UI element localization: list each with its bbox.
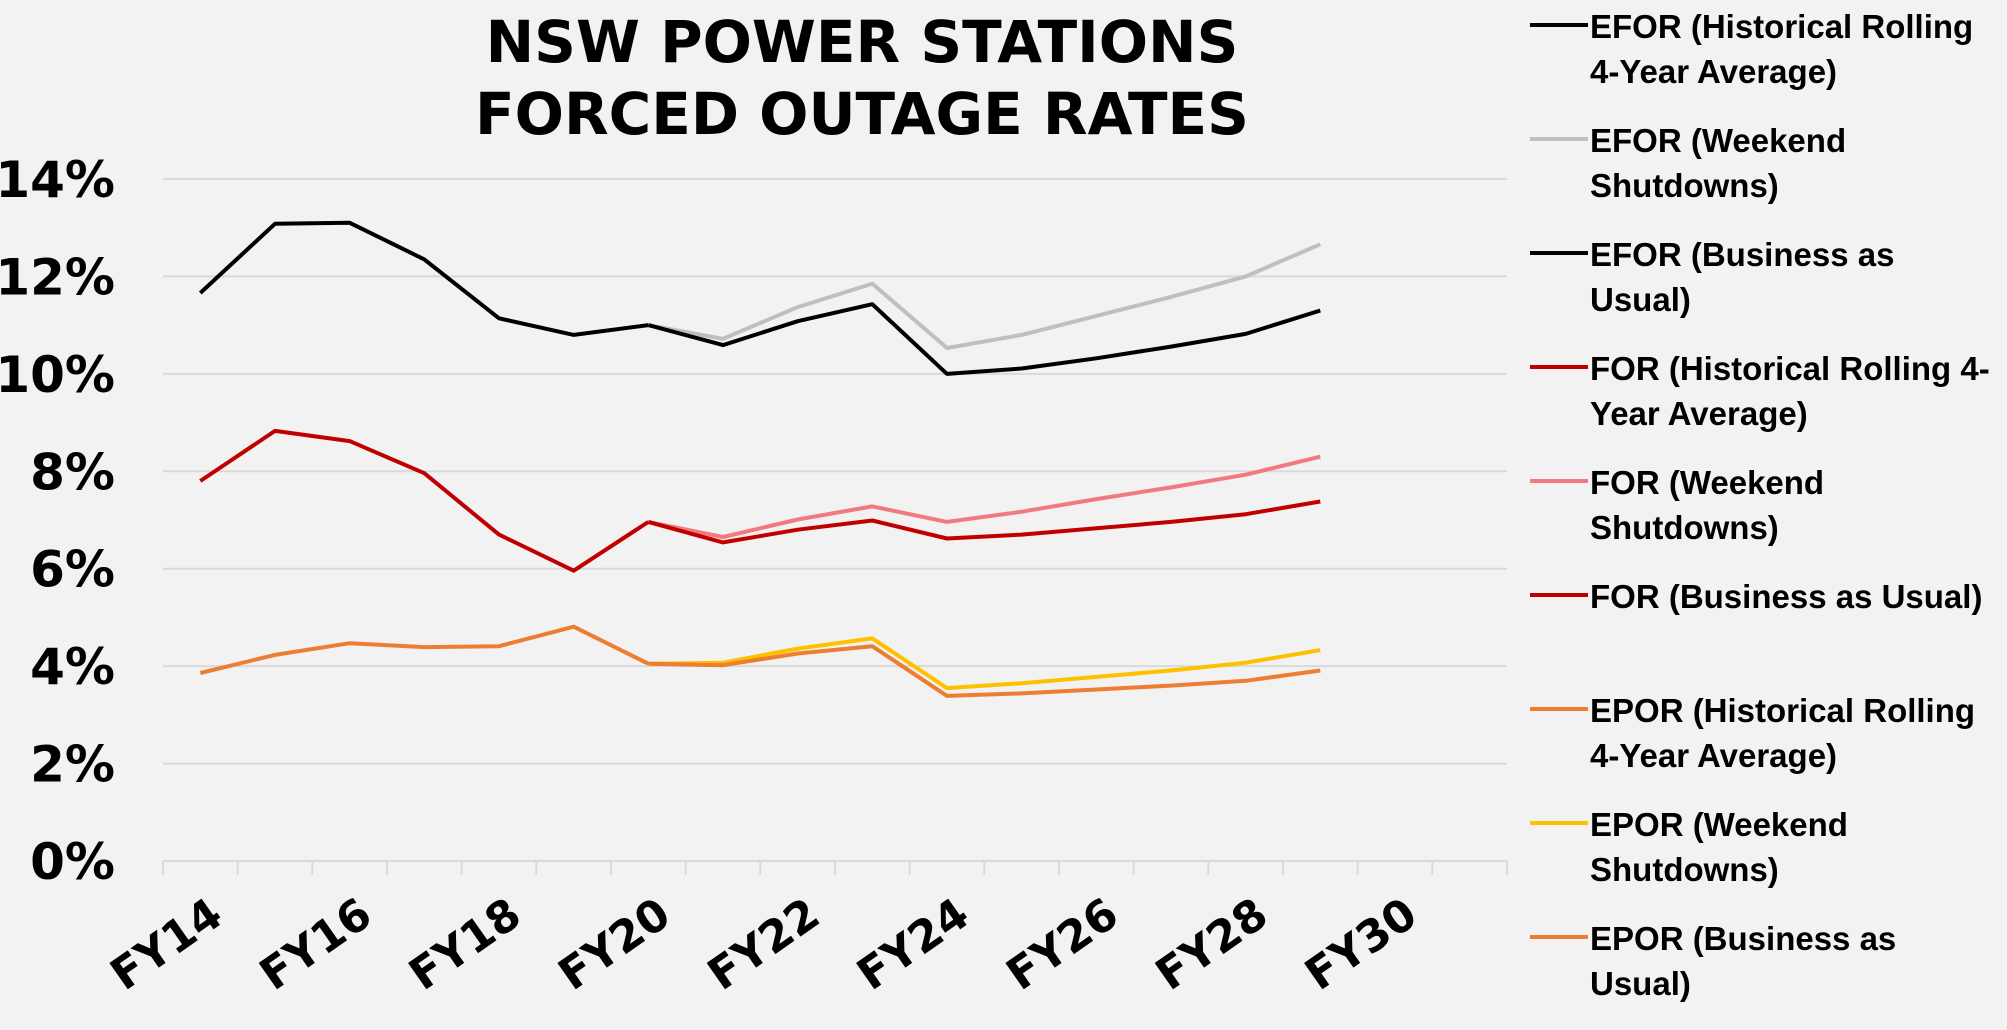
series-line	[198, 220, 649, 337]
legend-swatch	[1530, 707, 1588, 711]
legend-entry: EPOR (Business as Usual)	[1528, 916, 2004, 1030]
y-tick-label: 14%	[0, 151, 115, 209]
x-tick-label: FY26	[998, 888, 1128, 1000]
x-tick-label: FY16	[251, 888, 381, 1000]
series-line	[199, 428, 650, 573]
series-line	[647, 499, 1321, 545]
legend-label: FOR (Weekend Shutdowns)	[1590, 464, 1825, 546]
chart-title: NSW POWER STATIONS FORCED OUTAGE RATES	[475, 8, 1249, 148]
legend-label: EFOR (Weekend Shutdowns)	[1590, 122, 1847, 204]
series-line	[647, 454, 1321, 539]
legend-entry: EFOR (Business as Usual)	[1528, 232, 2004, 346]
y-tick-label: 8%	[30, 443, 115, 501]
legend-swatch	[1530, 251, 1588, 255]
y-tick-label: 0%	[30, 833, 115, 891]
legend-label: FOR (Historical Rolling 4-Year Average)	[1590, 350, 1990, 432]
legend-swatch	[1530, 137, 1588, 141]
x-tick-label: FY18	[400, 888, 530, 1000]
x-tick-label: FY24	[848, 888, 978, 1000]
y-tick-label: 2%	[30, 736, 115, 794]
page: {"chart_data": {"type": "line", "title":…	[0, 8, 1990, 1002]
legend-swatch	[1530, 365, 1588, 369]
series-line	[647, 242, 1322, 350]
y-tick-label: 4%	[30, 638, 115, 696]
legend-label: EPOR (Weekend Shutdowns)	[1590, 806, 1848, 888]
legend-swatch	[1530, 23, 1588, 27]
y-tick-label: 6%	[30, 541, 115, 599]
legend-entry: EFOR (Weekend Shutdowns)	[1528, 118, 2004, 232]
legend-entry: FOR (Historical Rolling 4-Year Average)	[1528, 346, 2004, 460]
legend-label: EFOR (Historical Rolling 4-Year Average)	[1590, 8, 1974, 90]
x-tick-label: FY30	[1296, 888, 1426, 1000]
series-line	[199, 624, 650, 675]
y-tick-label: 12%	[0, 248, 115, 306]
legend-label: FOR (Business as Usual)	[1590, 578, 1983, 615]
chart: NSW POWER STATIONS FORCED OUTAGE RATES 0% 2…	[0, 8, 1508, 1001]
legend: EFOR (Historical Rolling 4-Year Average)…	[1528, 4, 2004, 1030]
legend-swatch	[1530, 821, 1588, 825]
legend-entry: EFOR (Historical Rolling 4-Year Average)	[1528, 4, 2004, 118]
legend-swatch	[1530, 935, 1588, 939]
x-tick-label: FY28	[1147, 888, 1277, 1000]
legend-label: EPOR (Historical Rolling 4-Year Average)	[1590, 692, 1976, 774]
legend-entry: EPOR (Weekend Shutdowns)	[1528, 802, 2004, 916]
legend-entry: EPOR (Historical Rolling 4-Year Average)	[1528, 688, 2004, 802]
legend-label: EFOR (Business as Usual)	[1590, 236, 1895, 318]
x-tick-label: FY20	[550, 888, 680, 1000]
x-tick-label: FY22	[699, 888, 829, 1000]
legend-swatch	[1530, 593, 1588, 597]
x-tick-label: FY14	[102, 888, 232, 1000]
legend-swatch	[1530, 479, 1588, 483]
series-line	[648, 636, 1321, 691]
series-line	[647, 302, 1321, 376]
y-tick-label: 10%	[0, 346, 115, 404]
legend-entry: FOR (Weekend Shutdowns)	[1528, 460, 2004, 574]
series-line	[648, 644, 1321, 698]
legend-entry: FOR (Business as Usual)	[1528, 574, 2004, 688]
legend-label: EPOR (Business as Usual)	[1590, 920, 1897, 1002]
